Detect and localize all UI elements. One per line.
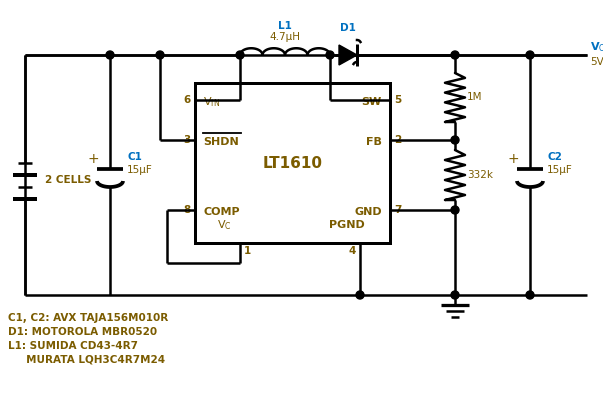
Text: 7: 7	[394, 205, 402, 215]
Text: 5V/100mA: 5V/100mA	[590, 57, 603, 67]
Text: D1: MOTOROLA MBR0520: D1: MOTOROLA MBR0520	[8, 327, 157, 337]
Text: C1: C1	[127, 152, 142, 162]
Bar	[195, 83, 390, 243]
Circle shape	[326, 51, 334, 59]
Text: C1, C2: AVX TAJA156M010R: C1, C2: AVX TAJA156M010R	[8, 313, 168, 323]
Text: SHDN: SHDN	[203, 137, 239, 147]
Circle shape	[526, 291, 534, 299]
Text: COMP: COMP	[203, 207, 239, 217]
Text: D1: D1	[340, 23, 356, 33]
Text: 6: 6	[184, 95, 191, 105]
Text: V$_{\rm C}$: V$_{\rm C}$	[217, 218, 232, 232]
Text: L1: SUMIDA CD43-4R7: L1: SUMIDA CD43-4R7	[8, 341, 138, 351]
Text: FB: FB	[366, 137, 382, 147]
Text: MURATA LQH3C4R7M24: MURATA LQH3C4R7M24	[8, 355, 165, 365]
Text: 4.7μH: 4.7μH	[270, 32, 300, 42]
Circle shape	[451, 206, 459, 214]
Circle shape	[451, 136, 459, 144]
Text: V$_{\rm OUT}$: V$_{\rm OUT}$	[590, 40, 603, 54]
Text: SW: SW	[362, 97, 382, 107]
Polygon shape	[339, 45, 357, 65]
Text: 8: 8	[184, 205, 191, 215]
Text: 5: 5	[394, 95, 401, 105]
Text: LT1610: LT1610	[262, 156, 323, 171]
Circle shape	[451, 51, 459, 59]
Text: PGND: PGND	[329, 220, 365, 230]
Text: C2: C2	[547, 152, 562, 162]
Text: L1: L1	[278, 21, 292, 31]
Text: 3: 3	[184, 135, 191, 145]
Text: 4: 4	[349, 246, 356, 256]
Text: 15μF: 15μF	[547, 165, 573, 175]
Circle shape	[526, 51, 534, 59]
Text: 1M: 1M	[467, 93, 482, 102]
Text: 2 CELLS: 2 CELLS	[45, 175, 92, 185]
Circle shape	[236, 51, 244, 59]
Text: +: +	[507, 152, 519, 166]
Text: 15μF: 15μF	[127, 165, 153, 175]
Text: V$_{\rm IN}$: V$_{\rm IN}$	[203, 95, 220, 109]
Text: 332k: 332k	[467, 170, 493, 180]
Text: GND: GND	[355, 207, 382, 217]
Circle shape	[156, 51, 164, 59]
Text: +: +	[87, 152, 99, 166]
Circle shape	[451, 291, 459, 299]
Text: 2: 2	[394, 135, 401, 145]
Circle shape	[356, 291, 364, 299]
Circle shape	[106, 51, 114, 59]
Text: 1: 1	[244, 246, 251, 256]
